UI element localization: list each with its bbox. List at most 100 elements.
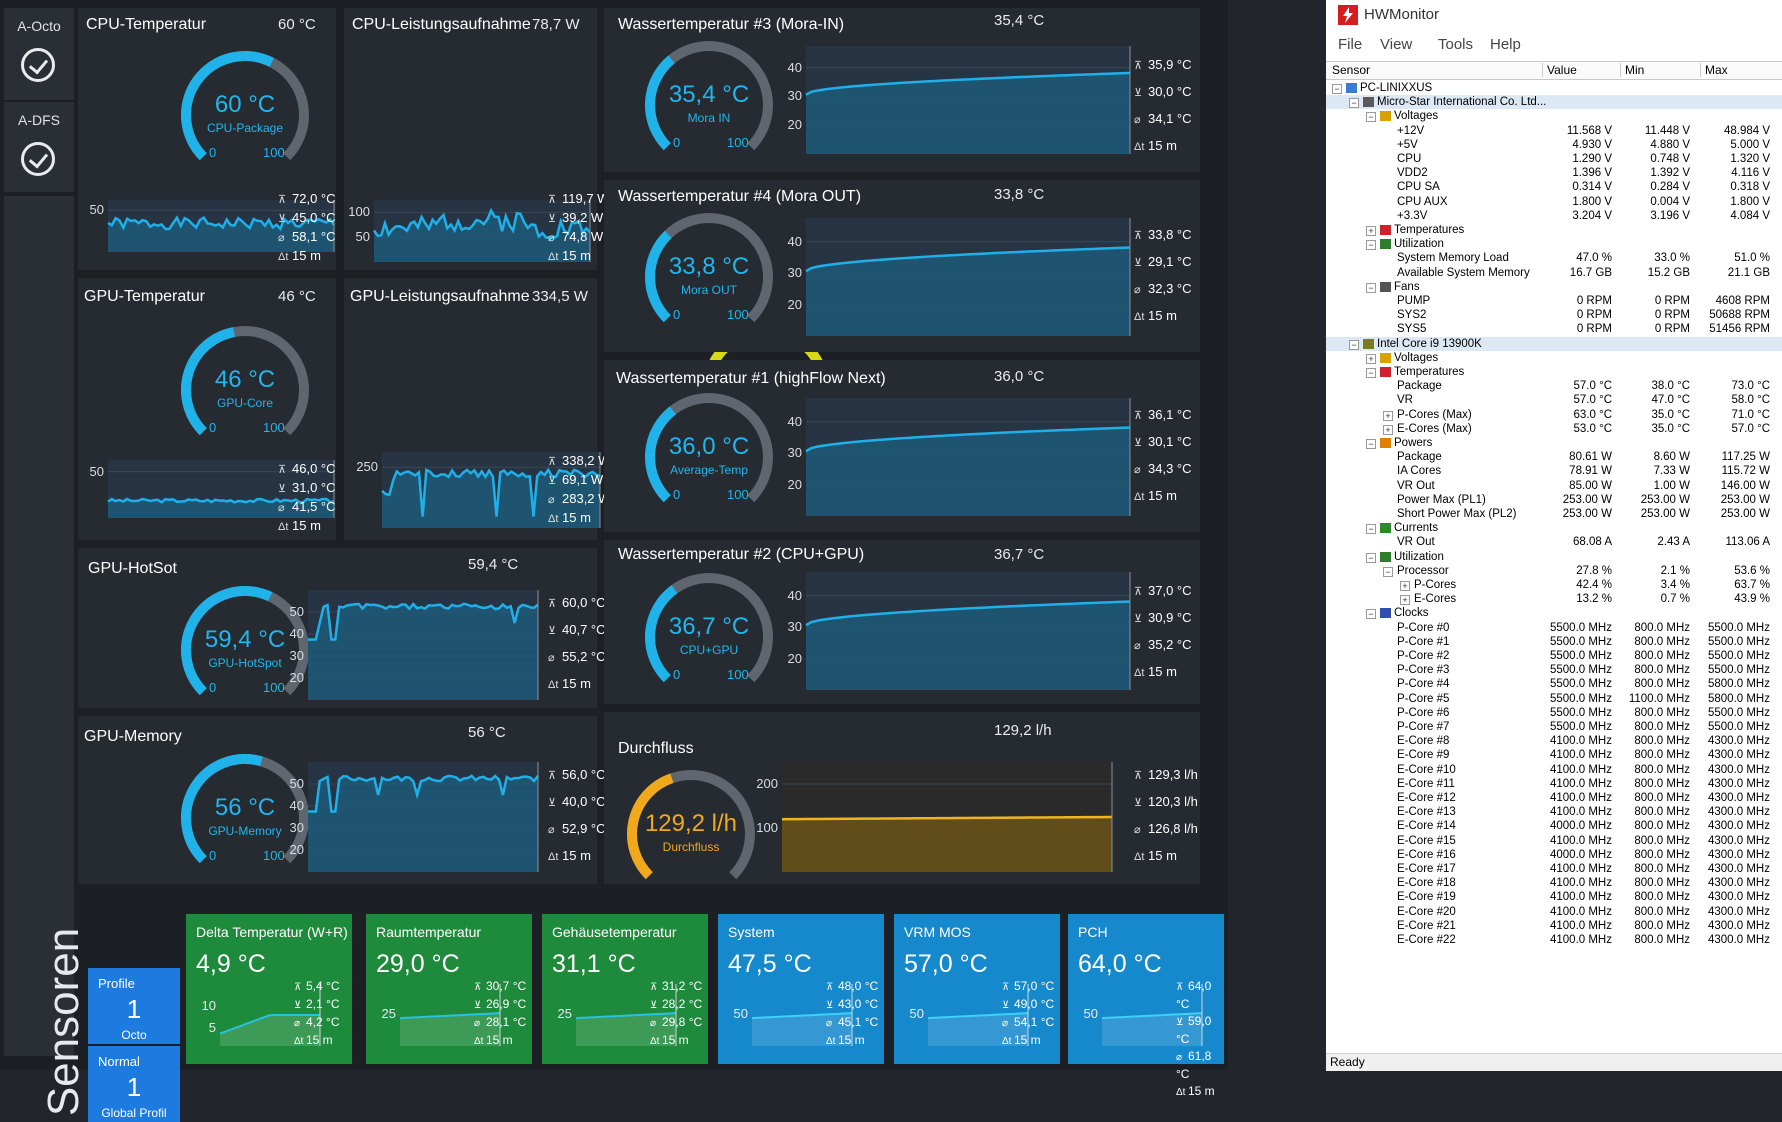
sidebar-vertical-tab[interactable]: Sensoren [4, 196, 88, 1116]
sensor-row[interactable]: E-Core #11 4100.0 MHz 800.0 MHz 4300.0 MHz [1326, 777, 1782, 791]
sensor-row[interactable]: SYS5 0 RPM 0 RPM 51456 RPM [1326, 322, 1782, 336]
sidebar-item-a-dfs[interactable]: A-DFS [4, 102, 74, 192]
tree-group-row[interactable]: − Utilization [1326, 550, 1782, 564]
column-min[interactable]: Min [1620, 63, 1644, 77]
tree-group-row[interactable]: − Utilization [1326, 237, 1782, 251]
sensor-row[interactable]: System Memory Load 47.0 % 33.0 % 51.0 % [1326, 251, 1782, 265]
collapse-icon[interactable]: − [1366, 439, 1376, 449]
sensor-panel[interactable]: Durchfluss 129,2 l/h 129,2 l/h Durchfluss 20… [604, 712, 1200, 884]
collapse-icon[interactable]: − [1332, 84, 1342, 94]
sensor-row[interactable]: P-Core #4 5500.0 MHz 800.0 MHz 5800.0 MHz [1326, 677, 1782, 691]
tree-group-row[interactable]: − Voltages [1326, 109, 1782, 123]
sensor-panel[interactable]: Wassertemperatur #1 (highFlow Next) 36,0 … [604, 360, 1200, 532]
sensor-row[interactable]: Package 57.0 °C 38.0 °C 73.0 °C [1326, 379, 1782, 393]
sensor-panel[interactable]: GPU-Memory 56 °C 56 °C GPU-Memory 0 100 50 40 30… [78, 716, 606, 884]
sensor-row[interactable]: CPU 1.290 V 0.748 V 1.320 V [1326, 152, 1782, 166]
menu-help[interactable]: Help [1490, 36, 1521, 53]
sensor-row[interactable]: E-Core #13 4100.0 MHz 800.0 MHz 4300.0 MHz [1326, 805, 1782, 819]
sensor-row[interactable]: Short Power Max (PL2) 253.00 W 253.00 W 253… [1326, 507, 1782, 521]
sensor-row[interactable]: IA Cores 78.91 W 7.33 W 115.72 W [1326, 464, 1782, 478]
sensor-row[interactable]: VR 57.0 °C 47.0 °C 58.0 °C [1326, 393, 1782, 407]
sensor-row[interactable]: E-Core #8 4100.0 MHz 800.0 MHz 4300.0 MHz [1326, 734, 1782, 748]
sensor-panel[interactable]: Wassertemperatur #4 (Mora OUT) 33,8 °C 33,… [604, 180, 1200, 352]
tree-group-row[interactable]: − Temperatures [1326, 365, 1782, 379]
sensor-row[interactable]: − Processor 27.8 % 2.1 % 53.6 % [1326, 564, 1782, 578]
sensor-row[interactable]: E-Core #10 4100.0 MHz 800.0 MHz 4300.0 MHz [1326, 763, 1782, 777]
sensor-panel[interactable]: Wassertemperatur #2 (CPU+GPU) 36,7 °C 36,7… [604, 540, 1200, 704]
sensor-row[interactable]: Package 80.61 W 8.60 W 117.25 W [1326, 450, 1782, 464]
collapse-icon[interactable]: − [1366, 282, 1376, 293]
sensor-row[interactable]: Power Max (PL1) 253.00 W 253.00 W 253.00 W [1326, 493, 1782, 507]
tree-group-row[interactable]: − Powers [1326, 436, 1782, 450]
sensor-tile[interactable]: System 47,5 °C 50 ⊼ 48,0 °C ⊻ 43,0 °C ⌀ 45,1 °C Δ… [718, 914, 884, 1064]
expand-icon[interactable]: + [1366, 226, 1376, 236]
sensor-tile[interactable]: PCH 64,0 °C 50 ⊼ 64,0 °C ⊻ 59,0 °C ⌀ 61,8 °C Δt 15… [1068, 914, 1224, 1098]
sensor-row[interactable]: VR Out 68.08 A 2.43 A 113.06 A [1326, 535, 1782, 549]
column-sensor[interactable]: Sensor [1332, 63, 1371, 77]
collapse-icon[interactable]: − [1349, 339, 1359, 350]
sensor-row[interactable]: E-Core #16 4000.0 MHz 800.0 MHz 4300.0 MHz [1326, 848, 1782, 862]
sensor-row[interactable]: VDD2 1.396 V 1.392 V 4.116 V [1326, 166, 1782, 180]
sensor-row[interactable]: PUMP 0 RPM 0 RPM 4608 RPM [1326, 294, 1782, 308]
sensor-row[interactable]: E-Core #22 4100.0 MHz 800.0 MHz 4300.0 MHz [1326, 933, 1782, 947]
sensor-row[interactable]: E-Core #12 4100.0 MHz 800.0 MHz 4300.0 MHz [1326, 791, 1782, 805]
collapse-icon[interactable]: − [1366, 552, 1376, 563]
sensor-row[interactable]: + P-Cores 42.4 % 3.4 % 63.7 % [1326, 578, 1782, 592]
sensor-row[interactable]: P-Core #2 5500.0 MHz 800.0 MHz 5500.0 MHz [1326, 649, 1782, 663]
sensor-row[interactable]: + E-Cores 13.2 % 0.7 % 43.9 % [1326, 592, 1782, 606]
expand-icon[interactable]: + [1400, 581, 1410, 591]
sensor-row[interactable]: P-Core #3 5500.0 MHz 800.0 MHz 5500.0 MHz [1326, 663, 1782, 677]
sensor-row[interactable]: E-Core #21 4100.0 MHz 800.0 MHz 4300.0 MHz [1326, 919, 1782, 933]
sensor-row[interactable]: + E-Cores (Max) 53.0 °C 35.0 °C 57.0 °C [1326, 422, 1782, 436]
tree-group-row[interactable]: − Intel Core i9 13900K [1326, 336, 1782, 351]
sensor-row[interactable]: E-Core #9 4100.0 MHz 800.0 MHz 4300.0 MHz [1326, 748, 1782, 762]
sensor-row[interactable]: CPU SA 0.314 V 0.284 V 0.318 V [1326, 180, 1782, 194]
sensor-row[interactable]: P-Core #7 5500.0 MHz 800.0 MHz 5500.0 MHz [1326, 720, 1782, 734]
tree-group-row[interactable]: − Clocks [1326, 606, 1782, 620]
expand-icon[interactable]: + [1366, 353, 1376, 364]
collapse-icon[interactable]: − [1366, 240, 1376, 251]
sensor-row[interactable]: CPU AUX 1.800 V 0.004 V 1.800 V [1326, 195, 1782, 209]
sensor-row[interactable]: E-Core #18 4100.0 MHz 800.0 MHz 4300.0 MHz [1326, 876, 1782, 890]
sensor-row[interactable]: +5V 4.930 V 4.880 V 5.000 V [1326, 138, 1782, 152]
sensor-row[interactable]: +12V 11.568 V 11.448 V 48.984 V [1326, 124, 1782, 138]
column-value[interactable]: Value [1542, 63, 1577, 77]
menu-tools[interactable]: Tools [1438, 36, 1474, 53]
sensor-row[interactable]: SYS2 0 RPM 0 RPM 50688 RPM [1326, 308, 1782, 322]
collapse-icon[interactable]: − [1383, 566, 1393, 577]
sensor-row[interactable]: + P-Cores (Max) 63.0 °C 35.0 °C 71.0 °C [1326, 408, 1782, 422]
sensor-row[interactable]: E-Core #15 4100.0 MHz 800.0 MHz 4300.0 MHz [1326, 834, 1782, 848]
sensor-row[interactable]: E-Core #20 4100.0 MHz 800.0 MHz 4300.0 MHz [1326, 905, 1782, 919]
tree-group-row[interactable]: − Micro-Star International Co. Ltd... [1326, 95, 1782, 110]
profile-button-octo[interactable]: Profile 1 Octo [88, 968, 180, 1044]
sensor-row[interactable]: VR Out 85.00 W 1.00 W 146.00 W [1326, 479, 1782, 493]
sensor-row[interactable]: P-Core #6 5500.0 MHz 800.0 MHz 5500.0 MHz [1326, 706, 1782, 720]
sensor-row[interactable]: +3.3V 3.204 V 3.196 V 4.084 V [1326, 209, 1782, 223]
collapse-icon[interactable]: − [1366, 524, 1376, 535]
sensor-row[interactable]: E-Core #19 4100.0 MHz 800.0 MHz 4300.0 MHz [1326, 890, 1782, 904]
collapse-icon[interactable]: − [1366, 112, 1376, 123]
column-max[interactable]: Max [1700, 63, 1728, 77]
sensor-row[interactable]: E-Core #17 4100.0 MHz 800.0 MHz 4300.0 MHz [1326, 862, 1782, 876]
menu-file[interactable]: File [1338, 36, 1363, 53]
sensor-tile[interactable]: Raumtemperatur 29,0 °C 25 ⊼ 30,7 °C ⊻ 26,9 °C ⌀… [366, 914, 532, 1064]
sensor-panel[interactable]: Wassertemperatur #3 (Mora-IN) 35,4 °C 35,4… [604, 8, 1200, 172]
tree-group-row[interactable]: − Fans [1326, 280, 1782, 294]
expand-icon[interactable]: + [1400, 595, 1410, 606]
sensor-row[interactable]: P-Core #0 5500.0 MHz 800.0 MHz 5500.0 MHz [1326, 621, 1782, 635]
sensor-tile[interactable]: Delta Temperatur (W+R) 4,9 °C 10 5 ⊼ 5,4 °C ⊻ 2… [186, 914, 352, 1064]
sensor-panel[interactable]: GPU-Temperatur 46 °C 46 °C GPU-Core 0 100 50 ⊼ 4… [78, 278, 336, 540]
tree-group-row[interactable]: − Currents [1326, 521, 1782, 535]
expand-icon[interactable]: + [1383, 410, 1393, 421]
sensor-row[interactable]: E-Core #14 4000.0 MHz 800.0 MHz 4300.0 MHz [1326, 819, 1782, 833]
collapse-icon[interactable]: − [1366, 609, 1376, 620]
collapse-icon[interactable]: − [1349, 98, 1359, 109]
tree-group-row[interactable]: + Temperatures [1326, 223, 1782, 237]
expand-icon[interactable]: + [1383, 424, 1393, 435]
menu-view[interactable]: View [1380, 36, 1413, 53]
sensor-panel[interactable]: CPU-Temperatur 60 °C 60 °C CPU-Package 0 100 5… [78, 8, 336, 270]
sensor-tile[interactable]: VRM MOS 57,0 °C 50 ⊼ 57,0 °C ⊻ 49,0 °C ⌀ 54,1 °C… [894, 914, 1060, 1064]
sidebar-item-a-octo[interactable]: A-Octo [4, 8, 74, 100]
